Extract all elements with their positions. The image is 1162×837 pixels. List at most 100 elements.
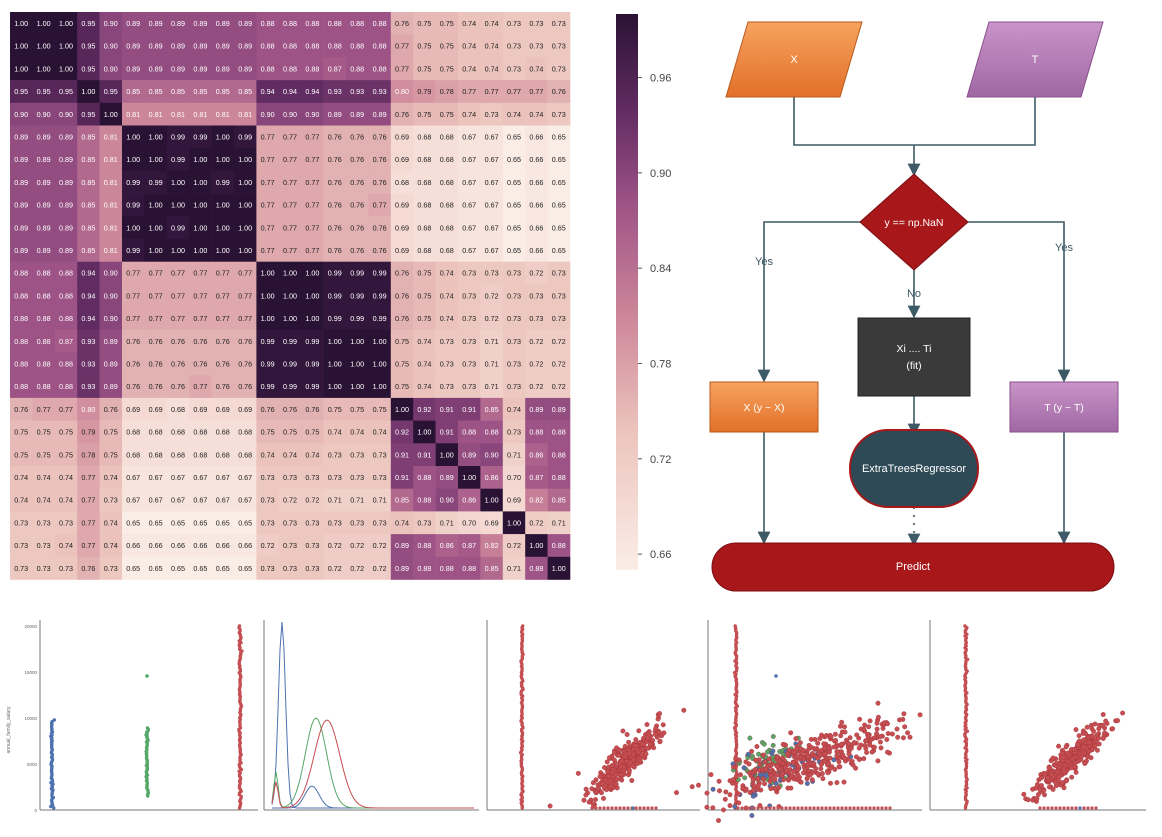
heatmap-cell bbox=[435, 420, 459, 444]
heatmap-cell bbox=[234, 34, 257, 58]
heatmap-cell bbox=[234, 466, 257, 489]
heatmap-cell-label: 0.77 bbox=[238, 291, 252, 300]
heatmap-cell-label: 0.77 bbox=[149, 269, 163, 278]
right-model-label: T (y ~ T) bbox=[1044, 402, 1084, 414]
heatmap-cell-label: 0.88 bbox=[462, 564, 476, 573]
heatmap-cell-label: 0.67 bbox=[462, 201, 476, 210]
scatter-point bbox=[811, 761, 817, 767]
scatter-point bbox=[901, 711, 907, 717]
heatmap-cell-label: 0.93 bbox=[81, 359, 95, 368]
heatmap-cell-label: 0.76 bbox=[238, 337, 252, 346]
scatter-point bbox=[797, 740, 803, 746]
heatmap-cell bbox=[234, 239, 257, 262]
heatmap-cell bbox=[211, 352, 235, 376]
scatter-point bbox=[727, 803, 733, 809]
scatter-point bbox=[861, 726, 867, 732]
heatmap-cell-label: 0.76 bbox=[395, 314, 409, 323]
heatmap-cell-label: 0.69 bbox=[395, 246, 409, 255]
scatter-point bbox=[1041, 787, 1047, 793]
heatmap-cell bbox=[346, 443, 369, 467]
heatmap-cell-label: 0.76 bbox=[81, 564, 95, 573]
heatmap-cell-label: 0.90 bbox=[305, 110, 319, 119]
scatter-point bbox=[784, 806, 788, 810]
heatmap-cell-label: 0.95 bbox=[104, 87, 118, 96]
heatmap-cell-label: 0.88 bbox=[529, 564, 543, 573]
heatmap-cell-label: 0.88 bbox=[552, 450, 566, 459]
heatmap-cell-label: 0.67 bbox=[126, 496, 140, 505]
heatmap-cell bbox=[368, 170, 392, 194]
heatmap-cell-label: 0.72 bbox=[261, 541, 275, 550]
heatmap-cell-label: 0.65 bbox=[171, 518, 185, 527]
heatmap-cell bbox=[144, 261, 168, 285]
heatmap-cell-label: 0.88 bbox=[261, 19, 275, 28]
heatmap-cell bbox=[99, 57, 123, 81]
heatmap-cell bbox=[435, 148, 459, 172]
heatmap-cell bbox=[502, 239, 526, 262]
heatmap-cell bbox=[346, 397, 369, 421]
heatmap-cell-label: 0.66 bbox=[238, 541, 252, 550]
heatmap-cell-label: 0.65 bbox=[216, 518, 230, 527]
heatmap-cell-label: 0.73 bbox=[507, 382, 521, 391]
scatter-point bbox=[656, 729, 662, 735]
heatmap-cell bbox=[278, 420, 302, 444]
scatter-point bbox=[1103, 718, 1109, 724]
heatmap-cell-label: 0.76 bbox=[350, 223, 364, 232]
scatter-point bbox=[768, 786, 774, 792]
heatmap-cell bbox=[346, 534, 369, 558]
heatmap-cell-label: 0.65 bbox=[193, 518, 207, 527]
heatmap-cell bbox=[502, 443, 526, 467]
heatmap-cell bbox=[323, 57, 347, 81]
heatmap-cell bbox=[458, 193, 481, 217]
scatter-point bbox=[828, 734, 834, 740]
heatmap-cell-label: 0.88 bbox=[283, 19, 297, 28]
heatmap-cell bbox=[435, 125, 459, 149]
scatter-point bbox=[756, 806, 760, 810]
heatmap-cell-label: 1.00 bbox=[59, 19, 73, 28]
heatmap-cell bbox=[189, 397, 212, 421]
heatmap-cell bbox=[189, 34, 212, 58]
heatmap-cell-label: 0.89 bbox=[216, 19, 230, 28]
strip-point bbox=[145, 674, 149, 678]
heatmap-cell bbox=[144, 397, 168, 421]
predict-node: Predict bbox=[711, 542, 1115, 592]
heatmap-cell bbox=[166, 443, 190, 467]
heatmap-cell-label: 0.85 bbox=[193, 87, 207, 96]
heatmap-cell-label: 0.73 bbox=[283, 473, 297, 482]
heatmap-cell bbox=[10, 443, 33, 467]
heatmap-cell bbox=[166, 12, 190, 35]
density-curve bbox=[271, 621, 474, 809]
heatmap-cell-label: 0.99 bbox=[171, 155, 185, 164]
heatmap-cell bbox=[458, 239, 481, 262]
heatmap-cell bbox=[32, 488, 56, 512]
heatmap-cell-label: 0.94 bbox=[283, 87, 297, 96]
heatmap-cell-label: 0.67 bbox=[462, 155, 476, 164]
heatmap-cell bbox=[144, 488, 168, 512]
heatmap-cell bbox=[122, 193, 145, 217]
heatmap-cell-label: 0.77 bbox=[507, 87, 521, 96]
heatmap-cell-label: 0.65 bbox=[552, 201, 566, 210]
heatmap-cell bbox=[480, 420, 504, 444]
heatmap-cell-label: 0.66 bbox=[529, 132, 543, 141]
heatmap-cell bbox=[346, 170, 369, 194]
scatter-point bbox=[654, 806, 658, 810]
heatmap-cell bbox=[32, 556, 56, 580]
scatter-point bbox=[593, 797, 598, 802]
heatmap-cell bbox=[256, 556, 280, 580]
heatmap-cell-label: 0.74 bbox=[417, 382, 431, 391]
heatmap-cell bbox=[77, 329, 100, 353]
heatmap-cell bbox=[166, 375, 190, 399]
heatmap-cell bbox=[547, 102, 571, 126]
heatmap-cell bbox=[77, 488, 100, 512]
scatter-point bbox=[851, 740, 857, 746]
heatmap-cell-label: 0.71 bbox=[328, 496, 342, 505]
heatmap-cell bbox=[435, 307, 459, 331]
heatmap-cell bbox=[10, 34, 33, 58]
heatmap-cell bbox=[99, 216, 123, 240]
heatmap-cell-label: 0.76 bbox=[238, 382, 252, 391]
heatmap-cell bbox=[32, 443, 56, 467]
heatmap-cell bbox=[99, 329, 123, 353]
heatmap-cell-label: 0.73 bbox=[440, 359, 454, 368]
heatmap-cell-label: 0.73 bbox=[552, 19, 566, 28]
heatmap-cell bbox=[413, 239, 436, 262]
scatter-point bbox=[852, 806, 856, 810]
